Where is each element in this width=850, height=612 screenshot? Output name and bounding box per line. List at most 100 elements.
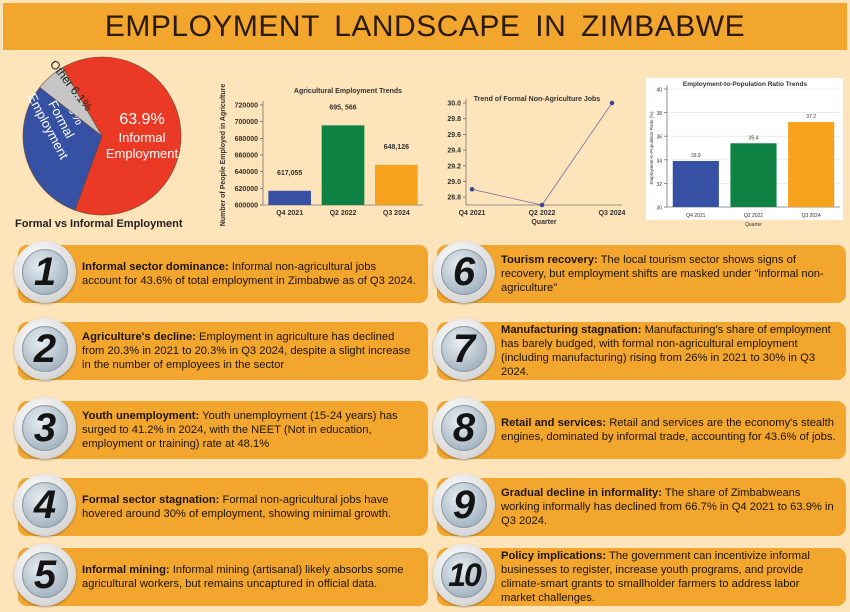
ratio-chart-y-axis-label: Employment-to-Population Ratio (%) xyxy=(649,111,654,185)
formal-line-chart-point xyxy=(469,187,475,192)
header-banner: EMPLOYMENT LANDSCAPE IN ZIMBABWE xyxy=(3,3,847,50)
card-heading: Agriculture's decline: xyxy=(82,331,196,343)
card-body: Employment in agriculture has declined f… xyxy=(82,331,411,371)
card-body: Formal non-agricultural jobs have hovere… xyxy=(82,494,392,520)
insight-card-9: 9 Gradual decline in informality: The sh… xyxy=(433,474,846,536)
formal-line-chart-ytick-label: 29.2 xyxy=(447,163,461,170)
number-badge-inner: 8 xyxy=(441,405,487,451)
ratio-chart-xtick-label: Q2 2022 xyxy=(744,213,763,219)
insight-card-5: 5 Informal mining: Informal mining (arti… xyxy=(14,544,428,606)
agri-chart-ytick-label: 720000 xyxy=(235,103,258,110)
agri-chart-xtick-label: Q2 2022 xyxy=(330,210,357,217)
card-heading: Gradual decline in informality: xyxy=(501,487,663,499)
number-badge-inner: 2 xyxy=(22,326,68,372)
formal-line-chart-ytick-label: 29.8 xyxy=(447,116,461,123)
card-number: 5 xyxy=(33,553,57,597)
insight-card-4: 4 Formal sector stagnation: Formal non-a… xyxy=(14,474,428,536)
insight-card-8: 8 Retail and services: Retail and servic… xyxy=(433,397,846,459)
insight-card-2: 2 Agriculture's decline: Employment in a… xyxy=(14,318,428,380)
card-body: Informal mining (artisanal) likely absor… xyxy=(82,564,404,590)
agri-chart-y-axis-label: Number of People Employed in Agriculture xyxy=(220,84,227,227)
formal-line-chart-ytick-label: 28.8 xyxy=(447,195,461,202)
formal-line-chart-point xyxy=(539,202,545,208)
number-badge-icon: 5 xyxy=(14,544,76,606)
pie-label: Employment xyxy=(106,146,179,161)
card-text: Informal mining: Informal mining (artisa… xyxy=(82,563,418,591)
agri-chart-xtick-label: Q3 2024 xyxy=(383,210,410,217)
charts-area: 63.9%InformalEmployment30%FormalEmployme… xyxy=(15,56,843,230)
insight-card-7: 7 Manufacturing stagnation: Manufacturin… xyxy=(433,318,846,380)
ratio-chart-title: Employment-to-Population Ratio Trends xyxy=(683,81,808,88)
ratio-chart-value-label: 35.4 xyxy=(749,135,759,141)
ratio-chart-bar xyxy=(672,160,719,207)
agri-chart-ytick-label: 680000 xyxy=(235,136,258,143)
ratio-chart-ytick-label: 40 xyxy=(656,88,662,94)
card-heading: Policy implications: xyxy=(501,550,607,562)
card-heading: Formal sector stagnation: xyxy=(82,494,220,506)
card-number: 10 xyxy=(448,557,482,593)
card-body: Informal non-agricultural jobs account f… xyxy=(82,261,416,287)
pie-label-value: 63.9% xyxy=(119,111,164,128)
pie-slice-formal xyxy=(22,86,103,211)
card-body: The share of Zimbabweans working informa… xyxy=(501,487,834,527)
pie-slice-other xyxy=(39,67,103,137)
number-badge-icon: 4 xyxy=(14,474,76,536)
number-badge-inner: 7 xyxy=(441,326,487,372)
card-heading: Tourism recovery: xyxy=(501,254,598,266)
pie-label: Informal xyxy=(119,130,166,145)
number-badge-inner: 1 xyxy=(22,249,68,295)
card-text: Manufacturing stagnation: Manufacturing'… xyxy=(501,323,836,379)
pie-title: Formal vs Informal Employment xyxy=(15,218,183,230)
card-body: Manufacturing's share of employment has … xyxy=(501,324,831,378)
formal-line-chart-ytick-label: 29.0 xyxy=(447,179,461,186)
ratio-chart-value-label: 33.9 xyxy=(691,153,701,159)
card-text: Agriculture's decline: Employment in agr… xyxy=(82,330,418,372)
card-body: Retail and services are the economy's st… xyxy=(501,417,836,443)
number-badge-icon: 2 xyxy=(14,318,76,380)
agri-chart-bar xyxy=(321,125,365,205)
card-number: 8 xyxy=(452,406,476,450)
formal-line-chart-title: Trend of Formal Non-Agriculture Jobs xyxy=(474,96,601,103)
agri-chart-ytick-label: 640000 xyxy=(235,169,258,176)
formal-line-chart-x-axis-label: Quarter xyxy=(531,219,557,226)
number-badge-icon: 1 xyxy=(14,241,76,303)
card-text: Informal sector dominance: Informal non-… xyxy=(82,260,418,288)
agri-chart-value-label: 648,126 xyxy=(384,144,409,151)
card-number: 7 xyxy=(452,327,476,371)
agri-chart-bar xyxy=(268,190,311,205)
ratio-chart-value-label: 37.2 xyxy=(806,114,816,120)
ratio-chart-x-axis-label: Quarter xyxy=(745,222,762,228)
card-number: 6 xyxy=(452,250,476,294)
card-text: Gradual decline in informality: The shar… xyxy=(501,486,836,528)
number-badge-icon: 10 xyxy=(433,544,495,606)
card-number: 3 xyxy=(33,406,57,450)
number-badge-inner: 6 xyxy=(441,249,487,295)
agri-chart-bar xyxy=(375,164,418,205)
card-body: Youth unemployment (15-24 years) has sur… xyxy=(82,410,398,450)
agri-chart-ytick-label: 660000 xyxy=(235,153,258,160)
number-badge-inner: 3 xyxy=(22,405,68,451)
insight-card-6: 6 Tourism recovery: The local tourism se… xyxy=(433,241,846,303)
agri-chart-ytick-label: 620000 xyxy=(235,186,258,193)
ratio-chart-ytick-label: 38 xyxy=(656,111,662,117)
ratio-chart-bar xyxy=(730,143,777,207)
card-text: Formal sector stagnation: Formal non-agr… xyxy=(82,493,418,521)
card-text: Tourism recovery: The local tourism sect… xyxy=(501,253,836,295)
card-heading: Manufacturing stagnation: xyxy=(501,324,642,336)
card-text: Policy implications: The government can … xyxy=(501,549,836,605)
insight-card-1: 1 Informal sector dominance: Informal no… xyxy=(14,241,428,303)
number-badge-icon: 3 xyxy=(14,397,76,459)
number-badge-icon: 9 xyxy=(433,474,495,536)
formal-line-chart-xtick-label: Q2 2022 xyxy=(529,210,556,217)
ratio-chart-ytick-label: 36 xyxy=(656,135,662,141)
card-number: 9 xyxy=(452,483,476,527)
insight-card-10: 10 Policy implications: The government c… xyxy=(433,544,846,606)
agri-chart-value-label: 617,055 xyxy=(277,170,302,177)
agri-chart-value-label: 695, 566 xyxy=(329,104,356,111)
card-number: 2 xyxy=(33,327,57,371)
number-badge-inner: 5 xyxy=(22,552,68,598)
ratio-chart-ytick-label: 30 xyxy=(656,206,662,212)
card-text: Retail and services: Retail and services… xyxy=(501,416,836,444)
number-badge-inner: 4 xyxy=(22,482,68,528)
